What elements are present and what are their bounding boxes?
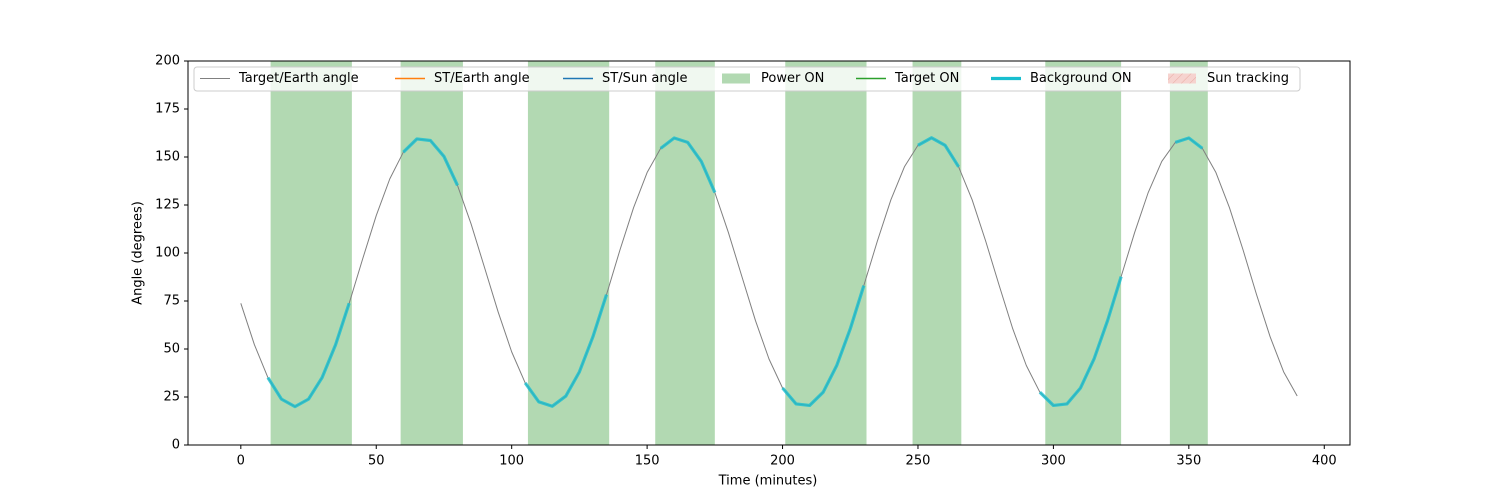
span: [400, 61, 463, 445]
x-tick-label: 250: [906, 454, 931, 469]
y-tick-label: 125: [155, 198, 180, 213]
span: [270, 61, 352, 445]
x-tick-label: 0: [237, 454, 245, 469]
x-axis-label: Time (minutes): [718, 474, 818, 489]
legend-hatch: [1168, 73, 1196, 84]
y-tick-label: 75: [163, 294, 180, 309]
y-tick-label: 150: [155, 150, 180, 165]
y-tick-label: 200: [155, 54, 180, 69]
legend-label: Background ON: [1030, 71, 1132, 86]
x-tick-label: 100: [499, 454, 524, 469]
series-line: [240, 137, 1298, 408]
series-line: [266, 136, 1204, 409]
span: [1045, 61, 1122, 445]
x-tick-label: 350: [1176, 454, 1201, 469]
span: [785, 61, 867, 445]
span: [655, 61, 715, 445]
plot-area: [240, 61, 1298, 445]
y-tick-label: 0: [172, 438, 180, 453]
legend-label: ST/Sun angle: [602, 71, 688, 86]
legend-swatch: [722, 73, 750, 84]
x-tick-label: 400: [1312, 454, 1337, 469]
y-axis-label: Angle (degrees): [131, 201, 146, 305]
legend: Target/Earth angle ST/Earth angle ST/Sun a…: [193, 66, 1301, 92]
span: [912, 61, 962, 445]
y-tick-label: 50: [163, 342, 180, 357]
y-tick-label: 25: [163, 390, 180, 405]
x-tick-label: 200: [770, 454, 795, 469]
x-tick-label: 300: [1041, 454, 1066, 469]
x-tick-label: 150: [635, 454, 660, 469]
legend-label: Target ON: [894, 71, 959, 86]
span: [1169, 61, 1208, 445]
x-tick-label: 50: [368, 454, 385, 469]
y-tick-label: 100: [155, 246, 180, 261]
legend-label: Power ON: [761, 71, 824, 86]
y-tick-label: 175: [155, 102, 180, 117]
span: [527, 61, 610, 445]
legend-label: ST/Earth angle: [434, 71, 530, 86]
legend-label: Target/Earth angle: [238, 71, 359, 86]
legend-label: Sun tracking: [1207, 71, 1289, 86]
